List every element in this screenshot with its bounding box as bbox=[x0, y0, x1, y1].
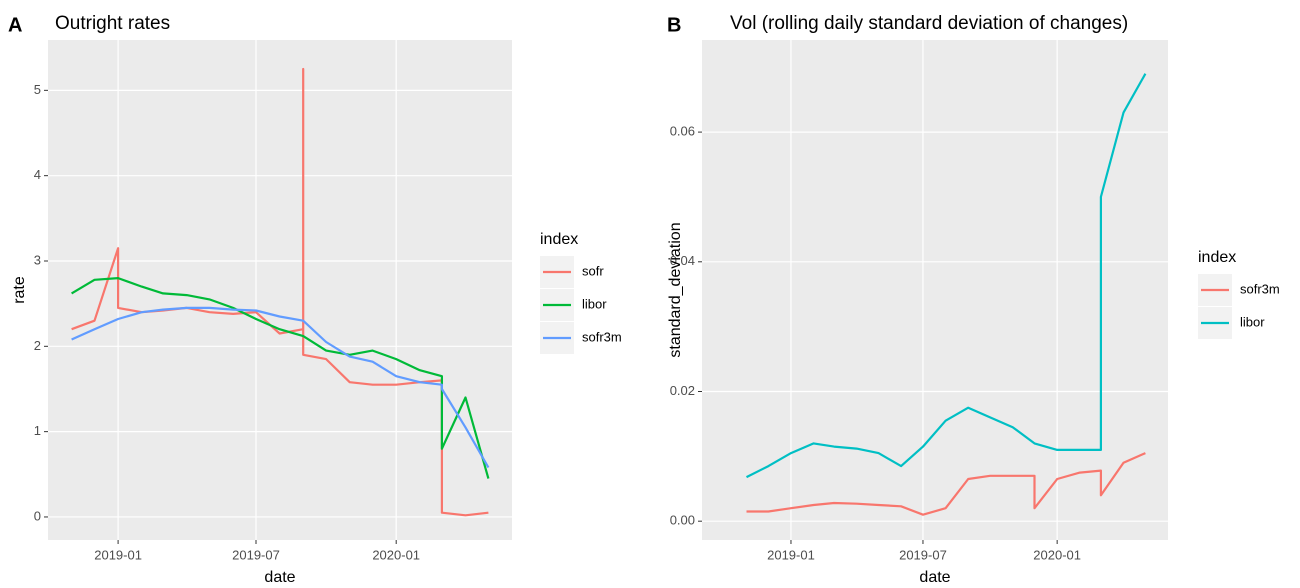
y-tick-label: 0.04 bbox=[670, 253, 695, 268]
y-tick-label: 1 bbox=[34, 423, 41, 438]
series-line bbox=[71, 306, 490, 469]
series-line bbox=[71, 277, 490, 479]
legend-label: sofr3m bbox=[582, 329, 622, 344]
x-tick-label: 2020-01 bbox=[372, 547, 420, 562]
y-tick-label: 0.02 bbox=[670, 383, 695, 398]
y-tick-label: 0.06 bbox=[670, 124, 695, 139]
y-axis-label: standard_deviation bbox=[667, 222, 684, 357]
y-tick-label: 2 bbox=[34, 338, 41, 353]
chart-title: Vol (rolling daily standard deviation of… bbox=[730, 13, 1128, 34]
chart-title: Outright rates bbox=[55, 13, 170, 34]
x-tick-label: 2019-07 bbox=[899, 547, 947, 562]
legend-title: index bbox=[540, 231, 578, 248]
panel-label: A bbox=[8, 14, 22, 36]
panel-label: B bbox=[667, 14, 681, 36]
legend-label: libor bbox=[1240, 314, 1265, 329]
x-axis-label: date bbox=[264, 569, 295, 586]
y-tick-label: 4 bbox=[34, 167, 41, 182]
series-line bbox=[746, 452, 1146, 516]
plot-background bbox=[702, 40, 1168, 540]
y-tick-label: 0 bbox=[34, 508, 41, 523]
y-tick-label: 3 bbox=[34, 252, 41, 267]
x-tick-label: 2019-01 bbox=[767, 547, 815, 562]
x-tick-label: 2020-01 bbox=[1033, 547, 1081, 562]
y-tick-label: 0.00 bbox=[670, 513, 695, 528]
x-tick-label: 2019-01 bbox=[94, 547, 142, 562]
legend-label: sofr bbox=[582, 263, 604, 278]
series-line bbox=[746, 73, 1147, 479]
y-tick-label: 5 bbox=[34, 82, 41, 97]
legend-label: sofr3m bbox=[1240, 281, 1280, 296]
x-tick-label: 2019-07 bbox=[232, 547, 280, 562]
legend-label: libor bbox=[582, 296, 607, 311]
x-axis-label: date bbox=[919, 569, 950, 586]
series-line bbox=[71, 67, 489, 517]
plot-background bbox=[48, 40, 512, 540]
y-axis-label: rate bbox=[11, 276, 28, 304]
legend-title: index bbox=[1198, 249, 1236, 266]
